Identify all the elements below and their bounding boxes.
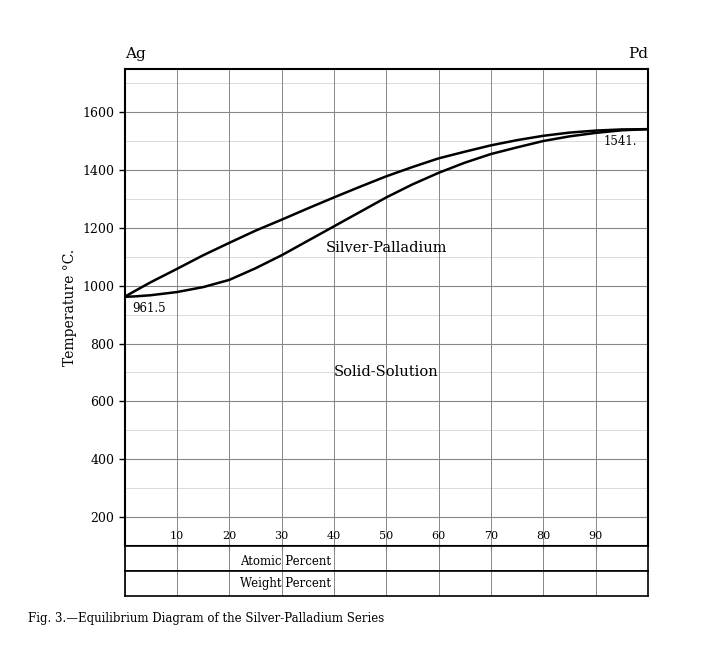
Text: 1541.: 1541. [604, 135, 637, 148]
Text: Fig. 3.—Equilibrium Diagram of the Silver-Palladium Series: Fig. 3.—Equilibrium Diagram of the Silve… [28, 612, 384, 625]
Text: Atomic Percent: Atomic Percent [240, 555, 331, 568]
Text: Weight Percent: Weight Percent [240, 577, 331, 590]
Text: Ag: Ag [125, 47, 145, 61]
Text: 961.5: 961.5 [132, 301, 166, 315]
Text: Silver-Palladium: Silver-Palladium [325, 241, 447, 255]
Text: Pd: Pd [628, 47, 648, 61]
Y-axis label: Temperature °C.: Temperature °C. [63, 249, 77, 366]
Text: Solid-Solution: Solid-Solution [334, 366, 439, 379]
